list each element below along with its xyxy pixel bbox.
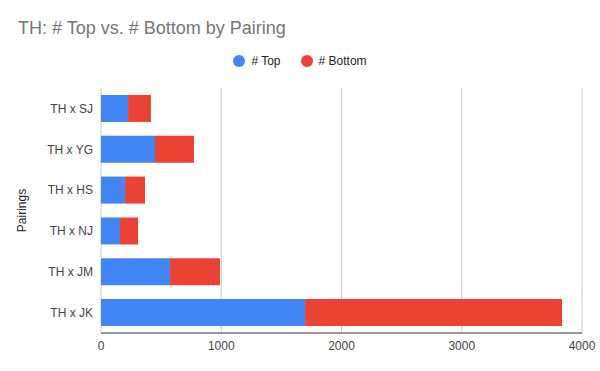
html-text:# Bottom: # Bottom [318,54,367,68]
svg-text:2000: 2000 [328,339,355,353]
html-text:# Top: # Top [251,54,281,68]
svg-text:Pairings: Pairings [15,189,29,232]
html-text:TH: # Top vs. # Bottom by Pair: TH: # Top vs. # Bottom by Pairing [18,18,286,38]
svg-text:3000: 3000 [448,339,475,353]
svg-text:TH x NJ: TH x NJ [50,224,93,238]
svg-text:TH x SJ: TH x SJ [50,102,93,116]
svg-text:4000: 4000 [569,339,592,353]
svg-text:TH x JK: TH x JK [50,306,93,320]
svg-text:TH x YG: TH x YG [47,143,93,157]
svg-text:0: 0 [98,339,105,353]
svg-text:TH x HS: TH x HS [48,183,93,197]
svg-text:1000: 1000 [208,339,235,353]
svg-text:TH x JM: TH x JM [48,265,93,279]
